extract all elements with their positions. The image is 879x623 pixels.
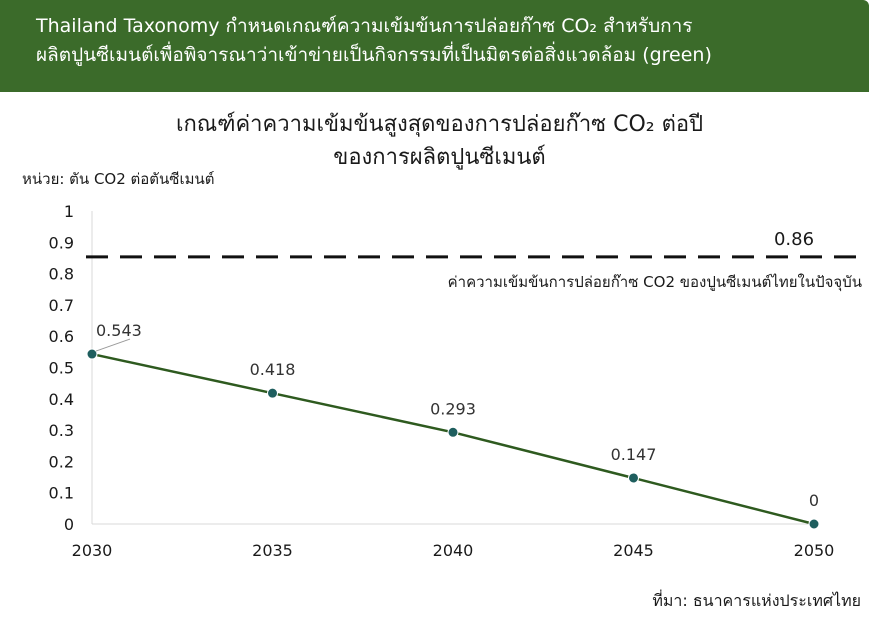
data-label: 0.543 [96,321,142,340]
y-tick-label: 0 [64,515,74,534]
x-tick-label: 2050 [794,541,835,560]
y-tick-label: 0.2 [49,452,74,471]
data-label: 0.418 [250,360,296,379]
data-label: 0.293 [430,399,476,418]
y-tick-label: 0.5 [49,359,74,378]
y-tick-label: 0.9 [49,233,74,252]
header-banner: Thailand Taxonomy กำหนดเกณฑ์ความเข้มข้นก… [0,0,869,92]
data-point [808,518,820,530]
x-tick-label: 2035 [252,541,293,560]
y-tick-label: 0.7 [49,296,74,315]
y-tick-label: 1 [64,202,74,221]
x-tick-label: 2030 [72,541,113,560]
unit-label: หน่วย: ตัน CO2 ต่อตันซีเมนต์ [22,170,215,188]
data-label: 0 [809,491,819,510]
chart-title: เกณฑ์ค่าความเข้มข้นสูงสุดของการปล่อยก๊าซ… [0,108,879,174]
data-point [86,348,98,360]
chart-title-line-1: เกณฑ์ค่าความเข้มข้นสูงสุดของการปล่อยก๊าซ… [175,112,704,137]
y-tick-label: 0.4 [49,390,74,409]
x-tick-label: 2045 [613,541,654,560]
chart-title-line-2: ของการผลิตปูนซีเมนต์ [333,145,546,170]
banner-line-1: Thailand Taxonomy กำหนดเกณฑ์ความเข้มข้นก… [36,15,693,37]
data-label: 0.147 [611,445,657,464]
x-tick-label: 2040 [433,541,474,560]
data-point [447,426,459,438]
series-line [91,352,815,526]
data-label-leader [95,338,131,352]
data-point [628,472,639,484]
source-note: ที่มา: ธนาคารแห่งประเทศไทย [652,591,861,610]
y-tick-label: 0.6 [49,327,74,346]
banner-line-2: ผลิตปูนซีเมนต์เพื่อพิจารณาว่าเข้าข่ายเป็… [36,44,712,66]
y-tick-label: 0.1 [49,484,74,503]
reference-line-label: ค่าความเข้มข้นการปล่อยก๊าซ CO2 ของปูนซีเ… [448,273,862,292]
reference-value-label: 0.86 [774,229,814,250]
y-tick-label: 0.3 [49,421,74,440]
data-point [267,387,278,399]
y-tick-label: 0.8 [49,265,74,284]
